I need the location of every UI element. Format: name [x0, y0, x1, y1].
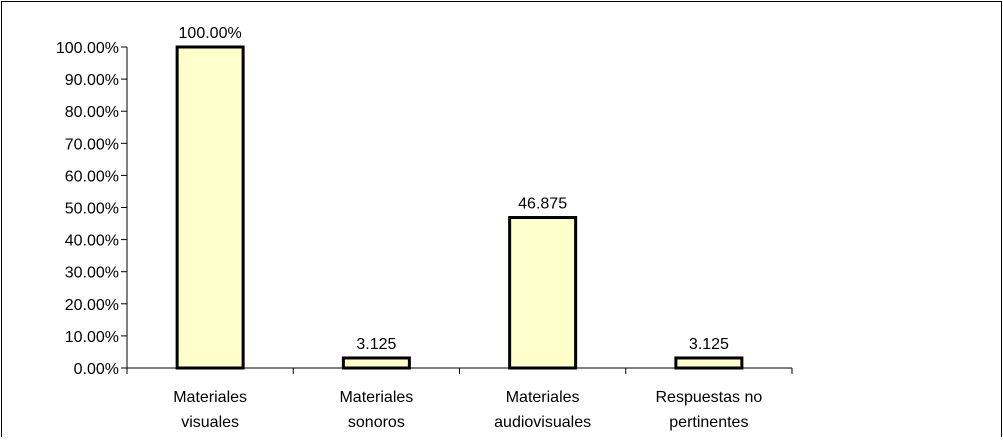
y-tick-label: 50.00%: [65, 201, 119, 218]
y-tick-label: 60.00%: [65, 168, 119, 185]
y-tick-label: 70.00%: [65, 136, 119, 153]
y-tick-label: 90.00%: [65, 72, 119, 89]
y-tick-label: 30.00%: [65, 265, 119, 282]
bars: [175, 45, 744, 370]
bar: [175, 45, 245, 370]
y-tick-label: 100.00%: [56, 40, 119, 57]
y-axis: 0.00% 10.00% 20.00% 30.00% 40.00% 50.00% 60.00…: [56, 40, 128, 378]
y-tick-label: 80.00%: [65, 104, 119, 121]
x-category-label: Respuestas no pertinentes: [656, 389, 763, 431]
x-category-label: Materiales sonoros: [339, 389, 413, 431]
data-labels: 100.00% 3.125 46.875 3.125: [179, 25, 729, 353]
y-tick-label: 0.00%: [74, 361, 119, 378]
data-label: 3.125: [689, 336, 729, 353]
y-tick-label: 10.00%: [65, 329, 119, 346]
bar: [674, 356, 744, 370]
category-labels: Materiales visuales Materiales sonoros Mater…: [173, 389, 762, 431]
bar: [508, 216, 578, 370]
data-label: 3.125: [356, 336, 396, 353]
x-category-label: Materiales audiovisuales: [494, 389, 591, 431]
y-tick-label: 20.00%: [65, 297, 119, 314]
data-label: 100.00%: [179, 25, 242, 42]
y-tick-label: 40.00%: [65, 233, 119, 250]
bar: [341, 356, 411, 370]
x-category-label: Materiales visuales: [173, 389, 247, 431]
data-label: 46.875: [518, 196, 567, 213]
